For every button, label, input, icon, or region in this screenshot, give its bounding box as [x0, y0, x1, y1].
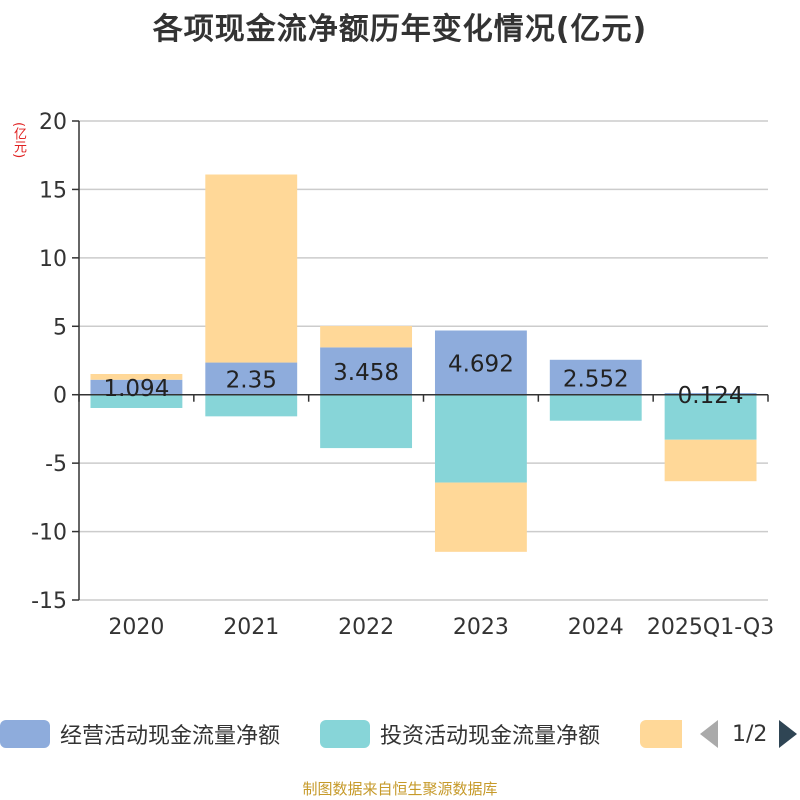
legend-page-indicator: 1/2 [732, 721, 768, 747]
legend-swatch-operating [0, 720, 50, 748]
bar-series1-2024 [549, 394, 642, 421]
x-tick-label: 2025Q1-Q3 [647, 615, 774, 640]
bar-series1-2020 [90, 394, 183, 408]
y-tick-label: 10 [39, 247, 67, 272]
data-label: 2.552 [563, 366, 629, 392]
bar-series2-2022 [320, 326, 413, 348]
legend-pager: 1/2 [700, 716, 798, 752]
y-tick-label: 5 [53, 315, 67, 340]
legend-label-investing: 投资活动现金流量净额 [380, 724, 601, 749]
legend-item-financing[interactable] [640, 716, 682, 752]
data-label: 1.094 [103, 376, 169, 402]
bar-series0-2025Q1-Q3 [664, 393, 757, 395]
x-tick-label: 2020 [108, 615, 164, 640]
bar-series0-2024 [549, 359, 642, 395]
x-tick-label: 2022 [338, 615, 394, 640]
data-label: 2.35 [226, 368, 277, 394]
y-tick-label: -5 [45, 452, 67, 477]
x-tick-label: 2023 [453, 615, 509, 640]
bar-series0-2022 [320, 347, 413, 395]
legend-swatch-financing [640, 720, 682, 748]
y-tick-label: -10 [31, 521, 67, 546]
y-tick-label: -15 [31, 589, 67, 614]
chart-title: 各项现金流净额历年变化情况(亿元) [152, 12, 648, 47]
y-tick-label: 0 [53, 384, 67, 409]
data-label: 3.458 [333, 360, 399, 386]
x-tick-label: 2021 [223, 615, 279, 640]
bar-series1-2023 [434, 394, 527, 483]
bar-series2-2025Q1-Q3 [664, 439, 757, 482]
y-axis-unit-label: (亿元) [11, 122, 26, 159]
bar-series0-2021 [205, 362, 298, 395]
stacked-bar-chart: 20 15 10 5 0 -5 -10 -15 2020 2021 2022 2023 2024 2025… [31, 110, 774, 640]
legend-item-operating[interactable]: 经营活动现金流量净额 [0, 716, 280, 752]
legend-item-investing[interactable]: 投资活动现金流量净额 [320, 716, 600, 752]
bar-series1-2021 [205, 394, 298, 417]
bar-series0-2023 [434, 330, 527, 395]
data-label: 4.692 [448, 352, 514, 378]
legend-swatch-investing [320, 720, 370, 748]
legend-prev-page-icon[interactable] [700, 720, 718, 748]
data-source-note: 制图数据来自恒生聚源数据库 [302, 780, 498, 798]
bar-series1-2025Q1-Q3 [664, 394, 757, 440]
x-tick-label: 2024 [568, 615, 624, 640]
y-tick-label: 15 [39, 178, 67, 203]
legend-next-page-icon[interactable] [779, 720, 798, 748]
data-label: 0.124 [678, 383, 744, 409]
bar-series2-2021 [205, 174, 298, 363]
legend: 经营活动现金流量净额 投资活动现金流量净额 1/2 [0, 716, 800, 756]
y-tick-label: 20 [39, 110, 67, 135]
bar-series2-2023 [434, 482, 527, 552]
legend-label-operating: 经营活动现金流量净额 [60, 724, 281, 749]
bar-series0-2020 [90, 379, 183, 395]
bar-series2-2020 [90, 373, 183, 380]
bar-series1-2022 [320, 394, 413, 449]
